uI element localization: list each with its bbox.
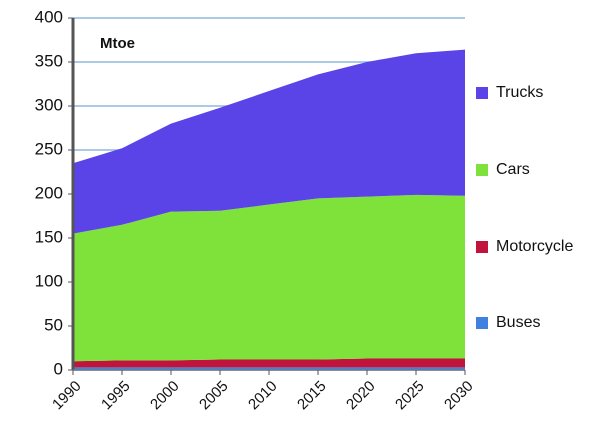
area: [73, 358, 465, 368]
y-tick-label: 150: [35, 227, 63, 246]
x-tick-label: 2010: [245, 378, 281, 414]
legend-label: Motorcycle: [496, 238, 573, 255]
legend-swatch: [476, 317, 488, 329]
y-tick-label: 300: [35, 95, 63, 114]
legend-swatch: [476, 241, 488, 253]
area: [73, 194, 465, 362]
y-tick-label: 0: [54, 359, 63, 378]
y-tick-label: 400: [35, 7, 63, 26]
y-tick-label: 250: [35, 139, 63, 158]
legend-swatch: [476, 164, 488, 176]
y-tick-label: 350: [35, 51, 63, 70]
y-tick-label: 50: [44, 315, 63, 334]
x-tick-label: 2005: [196, 378, 232, 414]
x-tick-label: 2020: [343, 378, 379, 414]
area: [73, 49, 465, 234]
x-tick-label: 1990: [49, 378, 85, 414]
x-tick-label: 2000: [147, 378, 183, 414]
legend-swatch: [476, 87, 488, 99]
x-tick-label: 2025: [392, 378, 428, 414]
legend-label: Trucks: [496, 84, 543, 101]
legend-label: Cars: [496, 161, 530, 178]
chart-title: Mtoe: [100, 35, 135, 52]
y-tick-label: 100: [35, 271, 63, 290]
legend-label: Buses: [496, 314, 540, 331]
x-tick-label: 1995: [98, 378, 134, 414]
x-tick-label: 2015: [294, 378, 330, 414]
x-tick-label: 2030: [441, 378, 477, 414]
y-tick-label: 200: [35, 183, 63, 202]
